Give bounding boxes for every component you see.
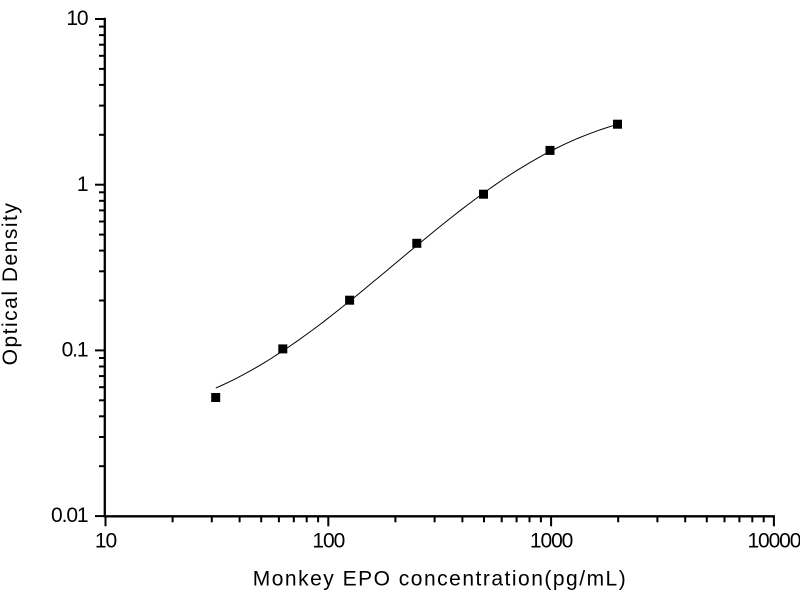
svg-text:Optical Density: Optical Density (0, 202, 22, 366)
svg-text:10: 10 (95, 530, 117, 553)
svg-text:0.01: 0.01 (51, 504, 88, 527)
svg-text:10: 10 (66, 7, 88, 30)
svg-text:100: 100 (312, 530, 344, 553)
svg-text:10000: 10000 (747, 530, 800, 553)
svg-text:0.1: 0.1 (62, 339, 88, 362)
svg-text:Monkey EPO concentration(pg/mL: Monkey EPO concentration(pg/mL) (253, 567, 627, 590)
svg-text:1000: 1000 (530, 530, 573, 553)
svg-text:1: 1 (77, 173, 88, 196)
